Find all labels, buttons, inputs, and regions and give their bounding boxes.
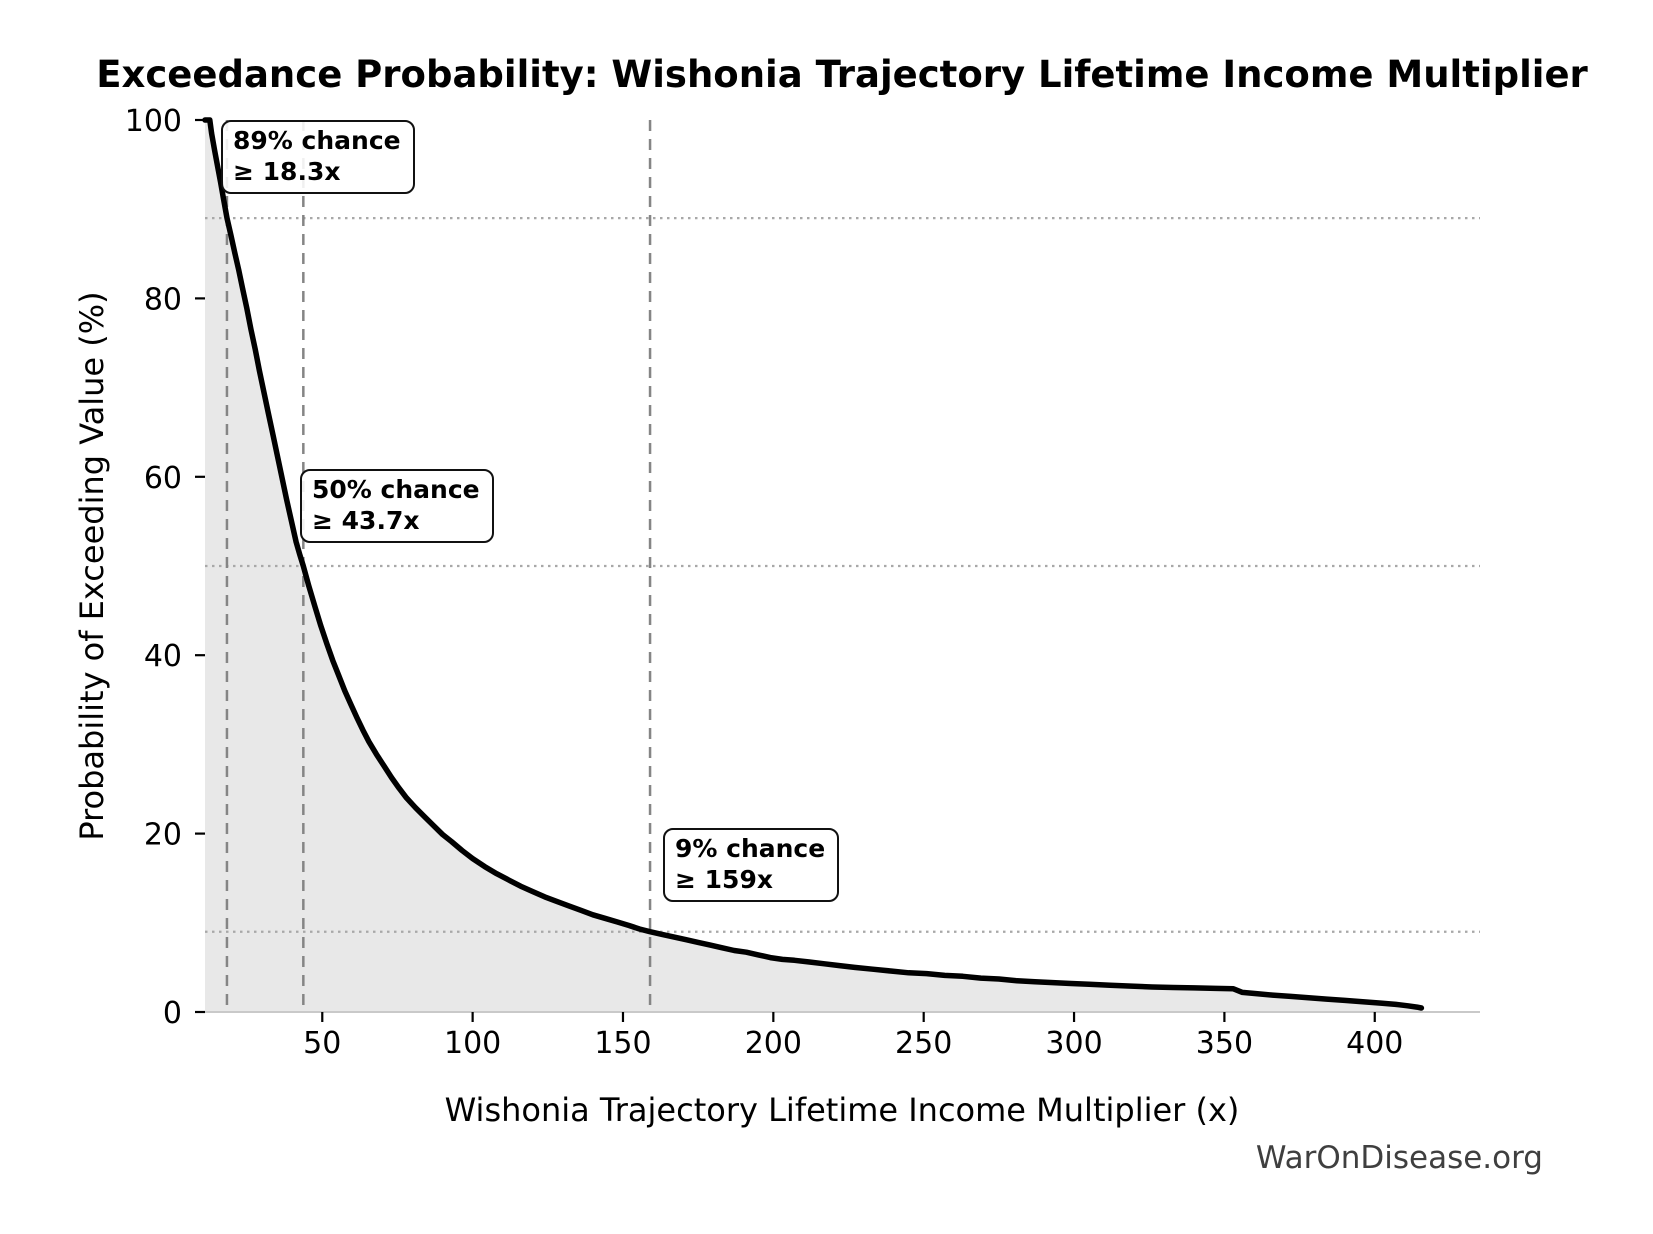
area-fill	[205, 120, 1422, 1012]
annotation-value-text: ≥ 18.3x	[233, 157, 341, 186]
annotation-box-89pct: 89% chance ≥ 18.3x	[221, 120, 415, 194]
annotation-box-50pct: 50% chance ≥ 43.7x	[300, 469, 494, 543]
watermark: WarOnDisease.org	[1256, 1140, 1543, 1176]
y-tick-label-0: 0	[163, 996, 182, 1031]
annotation-box-9pct: 9% chance ≥ 159x	[663, 828, 840, 902]
annotation-probability-text: 9% chance	[675, 834, 826, 863]
x-axis-label: Wishonia Trajectory Lifetime Income Mult…	[445, 1091, 1240, 1129]
chart-title: Exceedance Probability: Wishonia Traject…	[96, 53, 1588, 96]
x-tick-label-350: 350	[1196, 1026, 1253, 1061]
exceedance-curve	[202, 117, 1425, 1011]
y-tick-label-80: 80	[144, 282, 182, 317]
x-tick-label-250: 250	[895, 1026, 952, 1061]
annotation-probability-text: 89% chance	[233, 126, 401, 155]
x-tick-label-150: 150	[594, 1026, 651, 1061]
y-tick-label-20: 20	[144, 818, 182, 853]
x-tick-label-400: 400	[1346, 1026, 1403, 1061]
annotation-value-text: ≥ 159x	[675, 865, 773, 894]
chart-geometry: 50 100 150 200 250 300 350 400 0 20 40 60 80 100	[125, 104, 1480, 1061]
y-tick-label-100: 100	[125, 104, 182, 139]
y-tick-label-40: 40	[144, 639, 182, 674]
y-tick-label-60: 60	[144, 461, 182, 496]
x-tick-label-50: 50	[303, 1026, 341, 1061]
x-tick-label-300: 300	[1045, 1026, 1102, 1061]
x-tick-label-100: 100	[444, 1026, 501, 1061]
annotation-value-text: ≥ 43.7x	[312, 506, 420, 535]
x-tick-label-200: 200	[745, 1026, 802, 1061]
annotation-probability-text: 50% chance	[312, 475, 480, 504]
y-axis-label: Probability of Exceeding Value (%)	[73, 291, 111, 840]
